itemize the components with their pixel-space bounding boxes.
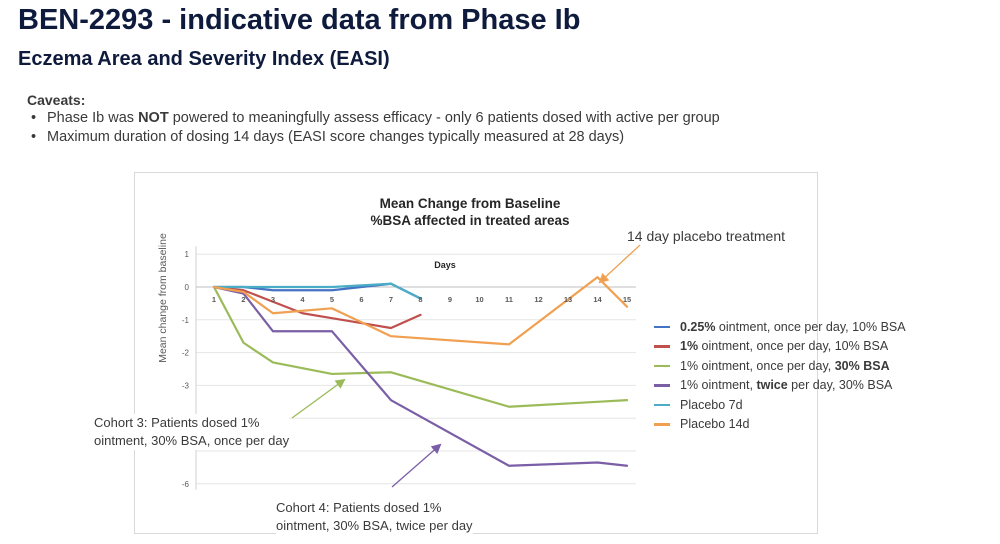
annotation-arrows <box>291 244 641 488</box>
cohort4-callout-line: ointment, 30% BSA, twice per day <box>276 518 473 533</box>
legend-item: Placebo 14d <box>654 415 906 435</box>
series-line <box>212 285 629 467</box>
x-tick-label: 14 <box>593 295 602 304</box>
x-tick-label: 13 <box>564 295 572 304</box>
legend-item: 1% ointment, once per day, 10% BSA <box>654 337 906 357</box>
legend-item: 1% ointment, twice per day, 30% BSA <box>654 376 906 396</box>
y-tick-label: -2 <box>182 349 190 358</box>
chart-subtitle: %BSA affected in treated areas <box>370 213 569 228</box>
axes <box>195 246 636 490</box>
y-tick-label: 0 <box>185 283 190 292</box>
legend-item: 0.25% ointment, once per day, 10% BSA <box>654 317 906 337</box>
caveat-text: Maximum duration of dosing 14 days (EASI… <box>47 129 625 145</box>
caveat-text: Phase Ib was <box>47 110 139 126</box>
cohort3-callout: Cohort 3: Patients dosed 1% ointment, 30… <box>94 414 290 450</box>
caveat-item: Phase Ib was NOT powered to meaningfully… <box>27 110 720 129</box>
series-line <box>212 285 629 408</box>
x-tick-label: 5 <box>330 295 334 304</box>
page-title: BEN-2293 - indicative data from Phase Ib <box>18 4 581 36</box>
cohort3-arrow <box>291 378 346 419</box>
legend-swatch <box>654 403 670 406</box>
x-tick-label: 10 <box>475 295 483 304</box>
cohort4-callout-line: Cohort 4: Patients dosed 1% <box>276 500 442 515</box>
chart-title: Mean Change from Baseline <box>380 196 561 211</box>
legend-swatch <box>654 423 670 426</box>
caveats-list: Phase Ib was NOT powered to meaningfully… <box>27 110 720 148</box>
legend-item: 1% ointment, once per day, 30% BSA <box>654 356 906 376</box>
caveat-item: Maximum duration of dosing 14 days (EASI… <box>27 129 720 148</box>
cohort4-callout: Cohort 4: Patients dosed 1% ointment, 30… <box>276 499 473 535</box>
chart-frame <box>134 172 818 534</box>
x-tick-label: 9 <box>448 295 452 304</box>
x-tick-label: 6 <box>359 295 363 304</box>
y-tick-label: 1 <box>185 250 190 259</box>
legend-label: Placebo 7d <box>680 397 743 412</box>
legend-label: 0.25% ointment, once per day, 10% BSA <box>680 319 906 334</box>
legend-swatch <box>654 325 670 328</box>
series-line <box>212 282 422 300</box>
y-axis-title: Mean change from baseline <box>157 233 169 363</box>
x-tick-label: 12 <box>534 295 542 304</box>
chart-legend: 0.25% ointment, once per day, 10% BSA 1% … <box>654 317 906 434</box>
legend-label: Placebo 14d <box>680 417 750 432</box>
cohort3-callout-line: Cohort 3: Patients dosed 1% <box>94 415 260 430</box>
series-line <box>212 285 422 330</box>
legend-swatch <box>654 384 670 387</box>
y-tick-label: -1 <box>182 316 190 325</box>
caveat-text: powered to meaningfully assess efficacy … <box>168 110 720 126</box>
cohort3-callout-line: ointment, 30% BSA, once per day <box>94 433 290 448</box>
caveats-heading: Caveats: <box>27 92 86 108</box>
series-line <box>212 276 629 346</box>
legend-label: 1% ointment, once per day, 10% BSA <box>680 339 889 354</box>
legend-swatch <box>654 345 670 348</box>
x-tick-label: 2 <box>241 295 245 304</box>
cohort4-arrow <box>391 443 442 488</box>
page-subtitle: Eczema Area and Severity Index (EASI) <box>18 48 390 70</box>
x-tick-label: 11 <box>505 295 513 304</box>
caveat-emphasis: NOT <box>138 110 169 126</box>
legend-label: 1% ointment, once per day, 30% BSA <box>680 358 890 373</box>
x-tick-label: 15 <box>623 295 631 304</box>
x-tick-label: 1 <box>212 295 216 304</box>
legend-swatch <box>654 364 670 367</box>
x-tick-label: 8 <box>418 295 422 304</box>
series-lines <box>212 276 629 467</box>
x-tick-label: 4 <box>300 295 305 304</box>
placebo-arrow <box>598 244 641 284</box>
y-tick-label: -3 <box>182 381 190 390</box>
x-tick-label: 7 <box>389 295 393 304</box>
legend-label: 1% ointment, twice per day, 30% BSA <box>680 378 893 393</box>
x-tick-label: 3 <box>271 295 275 304</box>
x-axis-title: Days <box>434 260 456 270</box>
placebo-callout: 14 day placebo treatment <box>627 228 785 244</box>
legend-item: Placebo 7d <box>654 395 906 415</box>
y-tick-label: -6 <box>182 480 190 489</box>
